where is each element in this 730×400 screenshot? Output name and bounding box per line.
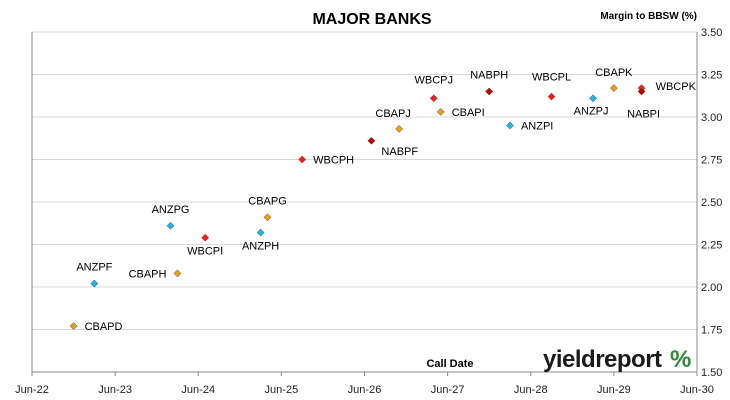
label-anzph: ANZPH	[242, 241, 279, 253]
label-nabpi: NABPI	[627, 109, 660, 121]
label-cbapk: CBAPK	[595, 67, 633, 79]
point-anzpg	[166, 221, 175, 230]
y-tick-label: 1.75	[701, 325, 722, 337]
label-nabph: NABPH	[470, 70, 508, 82]
x-tick-label: Jun-29	[597, 384, 631, 396]
point-wbcpi	[201, 233, 210, 242]
x-tick-label: Jun-23	[98, 384, 132, 396]
label-anzpj: ANZPJ	[574, 105, 609, 117]
label-wbcpi: WBCPI	[187, 246, 223, 258]
point-anzpj	[589, 94, 598, 103]
point-cbapd	[69, 322, 78, 331]
label-wbcph: WBCPH	[313, 155, 354, 167]
x-axis-title: Call Date	[426, 358, 473, 370]
point-nabpi	[637, 87, 646, 96]
point-cbapi	[436, 107, 445, 116]
y-tick-label: 1.50	[701, 367, 722, 379]
label-wbcpk: WBCPK	[656, 81, 697, 93]
point-nabpf	[367, 136, 376, 145]
y-tick-label: 3.25	[701, 70, 722, 82]
label-cbapg: CBAPG	[248, 195, 287, 207]
y-tick-label: 2.50	[701, 197, 722, 209]
brand-logo-symbol: %	[670, 346, 691, 373]
point-cbapg	[263, 213, 272, 222]
x-tick-label: Jun-24	[181, 384, 215, 396]
y-tick-label: 3.50	[701, 27, 722, 39]
x-tick-labels: Jun-22 Jun-23 Jun-24 Jun-25 Jun-26 Jun-27 Jun-…	[15, 372, 714, 396]
label-nabpf: NABPF	[381, 146, 418, 158]
y-axis-title: Margin to BBSW (%)	[600, 11, 697, 22]
x-tick-label: Jun-25	[265, 384, 299, 396]
label-cbapj: CBAPJ	[375, 108, 410, 120]
x-tick-label: Jun-27	[431, 384, 465, 396]
y-tick-label: 3.00	[701, 112, 722, 124]
brand-logo-text: yieldreport	[543, 346, 662, 373]
label-anzpf: ANZPF	[76, 262, 112, 274]
label-wbcpj: WBCPJ	[415, 74, 454, 86]
data-points	[69, 84, 646, 331]
brand-logo: yieldreport %	[543, 346, 691, 373]
data-labels: CBAPD ANZPF ANZPG CBAPH WBCPI ANZPH CBAPG WBCPH…	[76, 67, 696, 333]
point-anzpf	[90, 279, 99, 288]
point-anzph	[256, 228, 265, 237]
y-tick-label: 2.00	[701, 282, 722, 294]
point-anzpi	[506, 121, 514, 130]
point-cbapj	[395, 124, 404, 133]
point-cbapk	[609, 84, 618, 93]
point-wbcph	[298, 155, 307, 164]
point-wbcpj	[429, 94, 438, 103]
label-anzpi: ANZPI	[521, 121, 553, 133]
chart-title: MAJOR BANKS	[312, 11, 431, 28]
label-anzpg: ANZPG	[152, 204, 190, 216]
label-cbaph: CBAPH	[129, 268, 167, 280]
point-wbcpl	[547, 92, 556, 101]
point-cbaph	[173, 269, 182, 278]
x-tick-label: Jun-22	[15, 384, 49, 396]
x-tick-label: Jun-28	[514, 384, 548, 396]
x-tick-label: Jun-26	[348, 384, 382, 396]
label-wbcpl: WBCPL	[532, 72, 571, 84]
point-nabph	[485, 87, 494, 96]
gridlines	[32, 31, 697, 373]
y-tick-label: 2.25	[701, 240, 722, 252]
x-tick-label: Jun-30	[680, 384, 714, 396]
y-tick-label: 2.75	[701, 155, 722, 167]
label-cbapi: CBAPI	[452, 107, 485, 119]
label-cbapd: CBAPD	[85, 321, 123, 333]
y-tick-labels: 1.50 1.75 2.00 2.25 2.50 2.75 3.00 3.25 3.50	[701, 27, 722, 379]
